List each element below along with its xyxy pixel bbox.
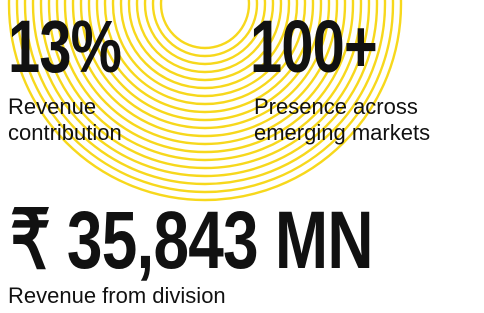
stat-value: 13% xyxy=(8,10,121,84)
highlight-value: ₹ 35,843 MN xyxy=(10,200,373,282)
stat-value: 100+ xyxy=(250,10,377,84)
infographic: 13% Revenue contribution 100+ Presence a… xyxy=(0,0,484,313)
arc xyxy=(145,0,265,64)
arc xyxy=(161,0,249,48)
stat-label: Presence across emerging markets xyxy=(254,94,474,146)
highlight-label: Revenue from division xyxy=(8,283,226,309)
stat-label: Revenue contribution xyxy=(8,94,178,146)
